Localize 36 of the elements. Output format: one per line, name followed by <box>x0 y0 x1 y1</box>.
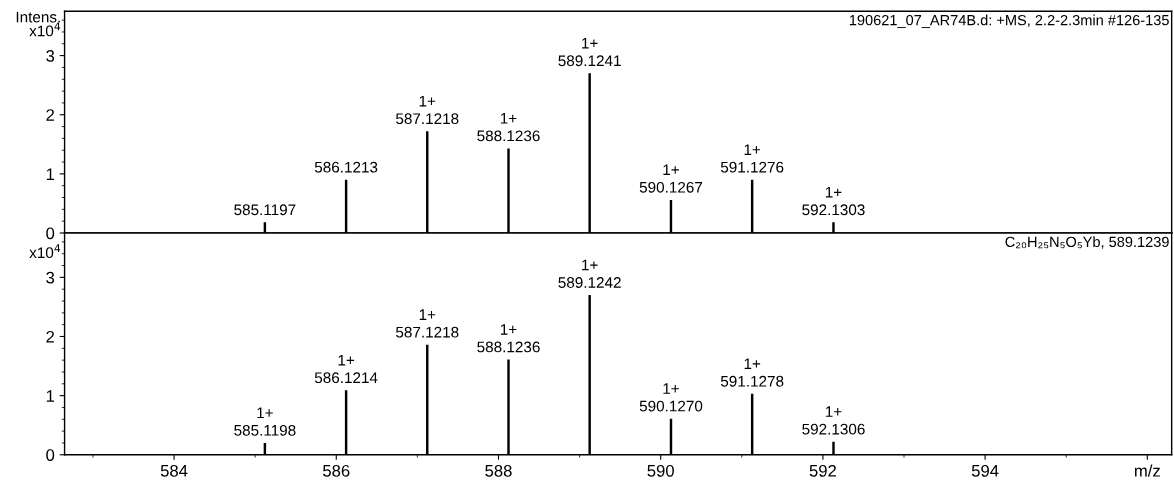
text: x10$^{4}$ <box>29 244 61 259</box>
annotation: 1+ 592.1306 <box>802 406 865 435</box>
annotation: 1+ 586.1214 <box>314 354 378 384</box>
annotation: 190621_07_AR74B.d: +MS, 2.2-2.3min #126-135 <box>849 14 1169 29</box>
y-axis-title: Intens. <box>16 11 60 23</box>
annotation: 1+ 590.1270 <box>639 383 703 412</box>
annotation: 1+ 588.1236 <box>477 113 540 142</box>
x-tick-label: 586 <box>323 464 350 477</box>
y-tick-label: 2 <box>46 330 55 343</box>
annotation: C₂₀H₂₅N₅O₅Yb, 589.1239 <box>1005 236 1169 249</box>
annotation: 586.1213 <box>314 161 378 173</box>
annotation: 1+ 585.1198 <box>234 407 296 436</box>
x-tick-label: m/z <box>1135 464 1160 477</box>
x-tick-label: 592 <box>809 464 836 477</box>
annotation: 1+ 591.1276 <box>720 144 784 173</box>
x-tick-label: 594 <box>971 464 999 477</box>
annotation: 1+ 587.1218 <box>396 95 459 125</box>
y-tick-label: 3 <box>46 271 55 284</box>
y-tick-label: 0 <box>46 449 55 461</box>
x-tick-label: 588 <box>485 464 512 477</box>
annotation: 585.1197 <box>234 204 296 216</box>
y-tick-label: 2 <box>46 109 55 121</box>
x-tick-label: 584 <box>160 464 188 477</box>
annotation: 1+ 589.1241 <box>558 37 621 67</box>
x-tick-label: 590 <box>647 464 674 477</box>
annotation: 1+ 588.1236 <box>477 324 540 353</box>
annotation: 1+ 591.1278 <box>720 358 784 387</box>
annotation: 1+ 589.1242 <box>558 259 621 288</box>
annotation: 1+ 590.1267 <box>639 164 703 193</box>
y-tick-label: 3 <box>46 50 55 62</box>
y-tick-label: 1 <box>46 390 55 402</box>
annotation: 1+ 592.1303 <box>802 186 865 216</box>
y-tick-label: 0 <box>46 227 55 240</box>
text: x10$^{4}$ <box>29 22 61 37</box>
y-tick-label: 1 <box>46 168 55 180</box>
annotation: 1+ 587.1218 <box>396 309 459 338</box>
